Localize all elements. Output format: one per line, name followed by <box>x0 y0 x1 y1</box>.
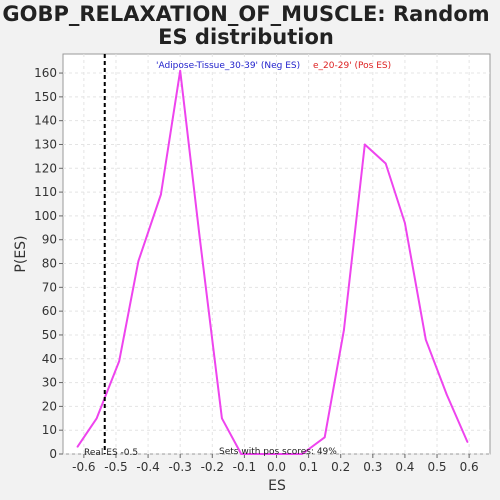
x-tick-label: -0.5 <box>104 460 127 474</box>
data-point <box>466 441 469 443</box>
data-point <box>384 162 387 165</box>
x-tick-label: -0.6 <box>72 460 95 474</box>
y-tick-label: 50 <box>42 328 57 342</box>
data-point <box>76 446 79 448</box>
sets-with-pos-scores-label: Sets with pos scores: 49% <box>219 447 337 457</box>
y-tick-label: 80 <box>42 257 57 271</box>
x-tick-label: 0.0 <box>267 460 286 474</box>
data-point <box>221 417 223 420</box>
data-point <box>343 329 345 331</box>
data-point <box>160 193 162 196</box>
x-tick-label: 0.1 <box>299 460 318 474</box>
y-tick-label: 150 <box>34 90 57 104</box>
grid-lines <box>63 54 490 455</box>
y-tick-label: 140 <box>34 114 57 128</box>
x-axis-ticks: -0.6 -0.5 -0.4 -0.3 -0.2 -0.1 0.0 0.1 0.2 0.3 0.4 0… <box>72 454 479 474</box>
data-point <box>424 338 427 341</box>
data-point <box>301 453 303 455</box>
data-point <box>282 453 284 455</box>
y-tick-label: 20 <box>42 399 57 413</box>
y-axis-ticks: 0 10 20 30 40 50 60 70 80 90 100 110 120 130 140 150 160 <box>34 66 63 461</box>
x-tick-label: -0.3 <box>168 460 191 474</box>
x-tick-label: 0.5 <box>427 460 446 474</box>
y-tick-label: 120 <box>34 161 57 175</box>
x-tick-label: 0.4 <box>395 460 414 474</box>
real-es-label: Real ES -0.5 <box>84 448 138 458</box>
y-tick-label: 90 <box>42 233 57 247</box>
x-tick-label: -0.4 <box>136 460 159 474</box>
chart-title-line-2: ES distribution <box>158 25 334 49</box>
data-point <box>445 393 448 396</box>
x-tick-label: 0.2 <box>331 460 350 474</box>
y-tick-label: 0 <box>49 447 57 461</box>
y-tick-label: 110 <box>34 185 57 199</box>
data-point <box>179 69 181 72</box>
data-point <box>259 453 262 455</box>
y-tick-label: 160 <box>34 66 57 80</box>
data-point <box>363 143 366 146</box>
data-point <box>198 234 201 236</box>
data-point <box>240 453 242 455</box>
y-tick-label: 130 <box>34 137 57 151</box>
data-point <box>323 436 326 439</box>
legend-pos-es: e_20-29' (Pos ES) <box>313 61 391 71</box>
y-tick-label: 100 <box>34 209 57 223</box>
y-tick-label: 40 <box>42 352 57 366</box>
y-tick-label: 10 <box>42 423 57 437</box>
y-axis-label: P(ES) <box>13 235 29 272</box>
data-point <box>95 417 98 420</box>
series-layer <box>76 69 469 455</box>
chart-title-line-1: GOBP_RELAXATION_OF_MUSCLE: Random <box>2 2 489 26</box>
x-tick-label: 0.6 <box>460 460 479 474</box>
series-line-0 <box>76 69 469 455</box>
y-tick-label: 30 <box>42 376 57 390</box>
data-point <box>118 360 120 362</box>
y-tick-label: 70 <box>42 280 57 294</box>
legend-neg-es: 'Adipose-Tissue_30-39' (Neg ES) <box>156 61 300 71</box>
x-axis-label: ES <box>268 478 286 494</box>
x-tick-label: 0.3 <box>363 460 382 474</box>
x-tick-label: -0.1 <box>233 460 256 474</box>
data-point <box>137 260 140 262</box>
data-point <box>404 222 406 224</box>
y-tick-label: 60 <box>42 304 57 318</box>
x-tick-label: -0.2 <box>201 460 224 474</box>
